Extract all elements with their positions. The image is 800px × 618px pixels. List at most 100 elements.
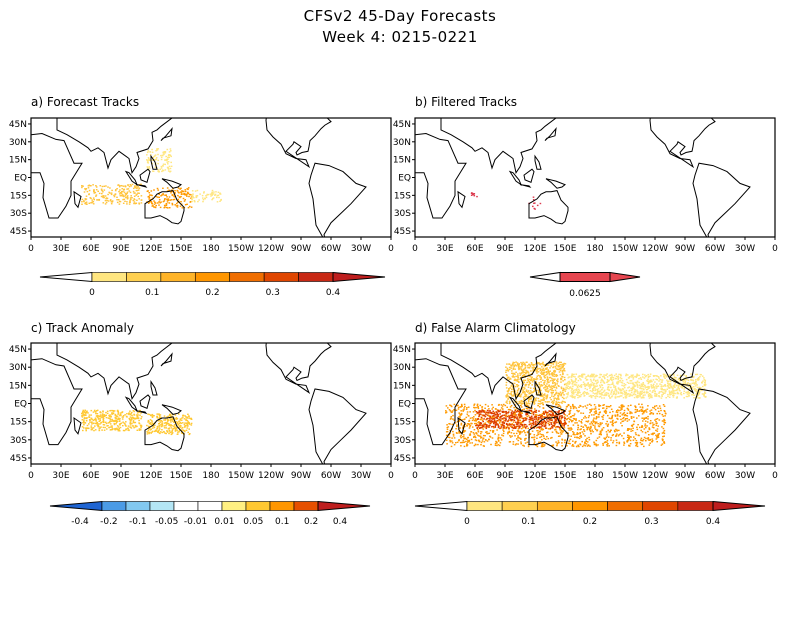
map-panel-d: 0 30E 60E 90E 120E 150E 180 150W 120W 90W 60W 30W 04…: [393, 342, 778, 527]
x-tick-label: 90W: [675, 244, 695, 254]
density-field: [71, 403, 273, 439]
colorbar-label: -0.01: [184, 517, 207, 527]
x-tick-label: 150E: [554, 471, 577, 481]
x-tick-label: 150W: [612, 471, 638, 481]
x-tick-label: 60E: [466, 471, 483, 481]
x-tick-label: 30W: [735, 471, 755, 481]
coastline: [160, 352, 173, 367]
x-tick-label: 120W: [258, 244, 284, 254]
y-tick-label: EQ: [398, 400, 411, 410]
y-tick-label: 45S: [394, 454, 411, 464]
colorbar-right-arrow: [317, 500, 371, 512]
y-tick-label: 30S: [10, 436, 27, 446]
y-tick-label: 30N: [9, 138, 27, 148]
x-tick-label: 30E: [436, 471, 453, 481]
map-panel-b: 0 30E 60E 90E 120E 150E 180 150W 120W 90W 60W 30W 04…: [393, 80, 778, 299]
x-tick-label: 150E: [170, 471, 193, 481]
density-field: [81, 148, 222, 209]
colorbar-box: [572, 501, 608, 511]
colorbar-label: 0: [464, 517, 470, 527]
colorbar-label: -0.1: [129, 517, 147, 527]
coastline: [73, 416, 82, 435]
x-tick-label: 120E: [524, 244, 547, 254]
colorbar-label: 0.2: [304, 517, 318, 527]
colorbar-label: 0.0625: [569, 289, 601, 299]
x-tick-label: 90E: [496, 471, 513, 481]
x-tick-label: 120E: [140, 244, 163, 254]
coastlines: [31, 343, 367, 464]
y-tick-label: EQ: [14, 400, 27, 410]
x-tick-label: 60W: [321, 471, 341, 481]
colorbar-label: -0.05: [155, 517, 178, 527]
x-tick-label: 30W: [351, 244, 371, 254]
colorbar: 0.0625: [529, 271, 641, 299]
y-tick-label: 15N: [393, 156, 411, 166]
x-tick-label: 30E: [52, 471, 69, 481]
x-tick-label: 150W: [228, 471, 254, 481]
coastline: [124, 396, 139, 413]
coastline: [519, 410, 532, 415]
panel-b-title: b) Filtered Tracks: [415, 95, 518, 109]
y-tick-label: 15N: [393, 381, 411, 391]
y-tick-label: 15S: [394, 191, 411, 201]
colorbar-label: 0.3: [266, 288, 280, 298]
coastline: [73, 190, 82, 209]
coastline: [144, 416, 185, 452]
x-tick-label: 0: [388, 471, 394, 481]
y-tick-label: 15N: [9, 381, 27, 391]
colorbar-label: 0.05: [243, 517, 263, 527]
y-tick-label: 45S: [10, 454, 27, 464]
y-tick-label: 30N: [393, 138, 411, 148]
y-tick-label: 15N: [9, 156, 27, 166]
colorbar-right-arrow: [332, 271, 386, 283]
y-tick-label: 45N: [9, 345, 27, 355]
coastline: [139, 168, 151, 183]
coastline: [649, 118, 716, 169]
x-tick-label: 150E: [554, 244, 577, 254]
colorbar-box: [149, 501, 175, 511]
coastline: [705, 80, 755, 106]
y-tick-label: EQ: [398, 174, 411, 184]
colorbar-label: 0.01: [214, 517, 234, 527]
coastline: [56, 343, 173, 400]
x-tick-label: 90W: [291, 244, 311, 254]
coastline: [31, 358, 83, 446]
y-tick-label: 30S: [10, 209, 27, 219]
coastline: [440, 343, 557, 400]
coastline: [308, 388, 367, 464]
colorbar-box: [229, 272, 265, 282]
colorbar-label: -0.4: [71, 517, 89, 527]
y-tick-label: 45N: [393, 345, 411, 355]
coastline: [519, 184, 532, 188]
colorbar: -0.4 -0.2 -0.1 -0.05 -0.01 0.01 0.05 0.1 0.2 0.4: [49, 500, 371, 527]
coastline: [265, 343, 332, 394]
coastline: [415, 358, 467, 446]
colorbar-label: 0.2: [205, 288, 219, 298]
colorbar-right-arrow: [712, 500, 766, 512]
coastline: [649, 343, 716, 394]
x-tick-label: 90E: [496, 244, 513, 254]
x-tick-label: 30W: [735, 244, 755, 254]
figure-subtitle: Week 4: 0215-0221: [322, 28, 478, 46]
y-tick-label: 30N: [393, 363, 411, 373]
colorbar-box: [245, 501, 271, 511]
coastline: [692, 388, 751, 464]
x-tick-label: 90E: [112, 471, 129, 481]
coastline: [124, 170, 139, 187]
density-field: [470, 192, 542, 210]
colorbar-label: 0: [89, 288, 95, 298]
x-tick-label: 0: [28, 471, 34, 481]
colorbar-box: [501, 501, 538, 511]
colorbar-box: [194, 272, 231, 282]
colorbar-left-arrow: [39, 271, 93, 283]
x-tick-label: 180: [586, 471, 603, 481]
colorbar-box: [293, 501, 319, 511]
colorbar: 0 0.1 0.2 0.3 0.4: [414, 500, 766, 527]
coastline: [161, 404, 182, 415]
coastline: [534, 154, 542, 170]
colorbar-box: [263, 272, 299, 282]
coastline: [457, 190, 466, 209]
coastlines: [415, 80, 755, 237]
colorbar-label: 0.4: [706, 517, 721, 527]
